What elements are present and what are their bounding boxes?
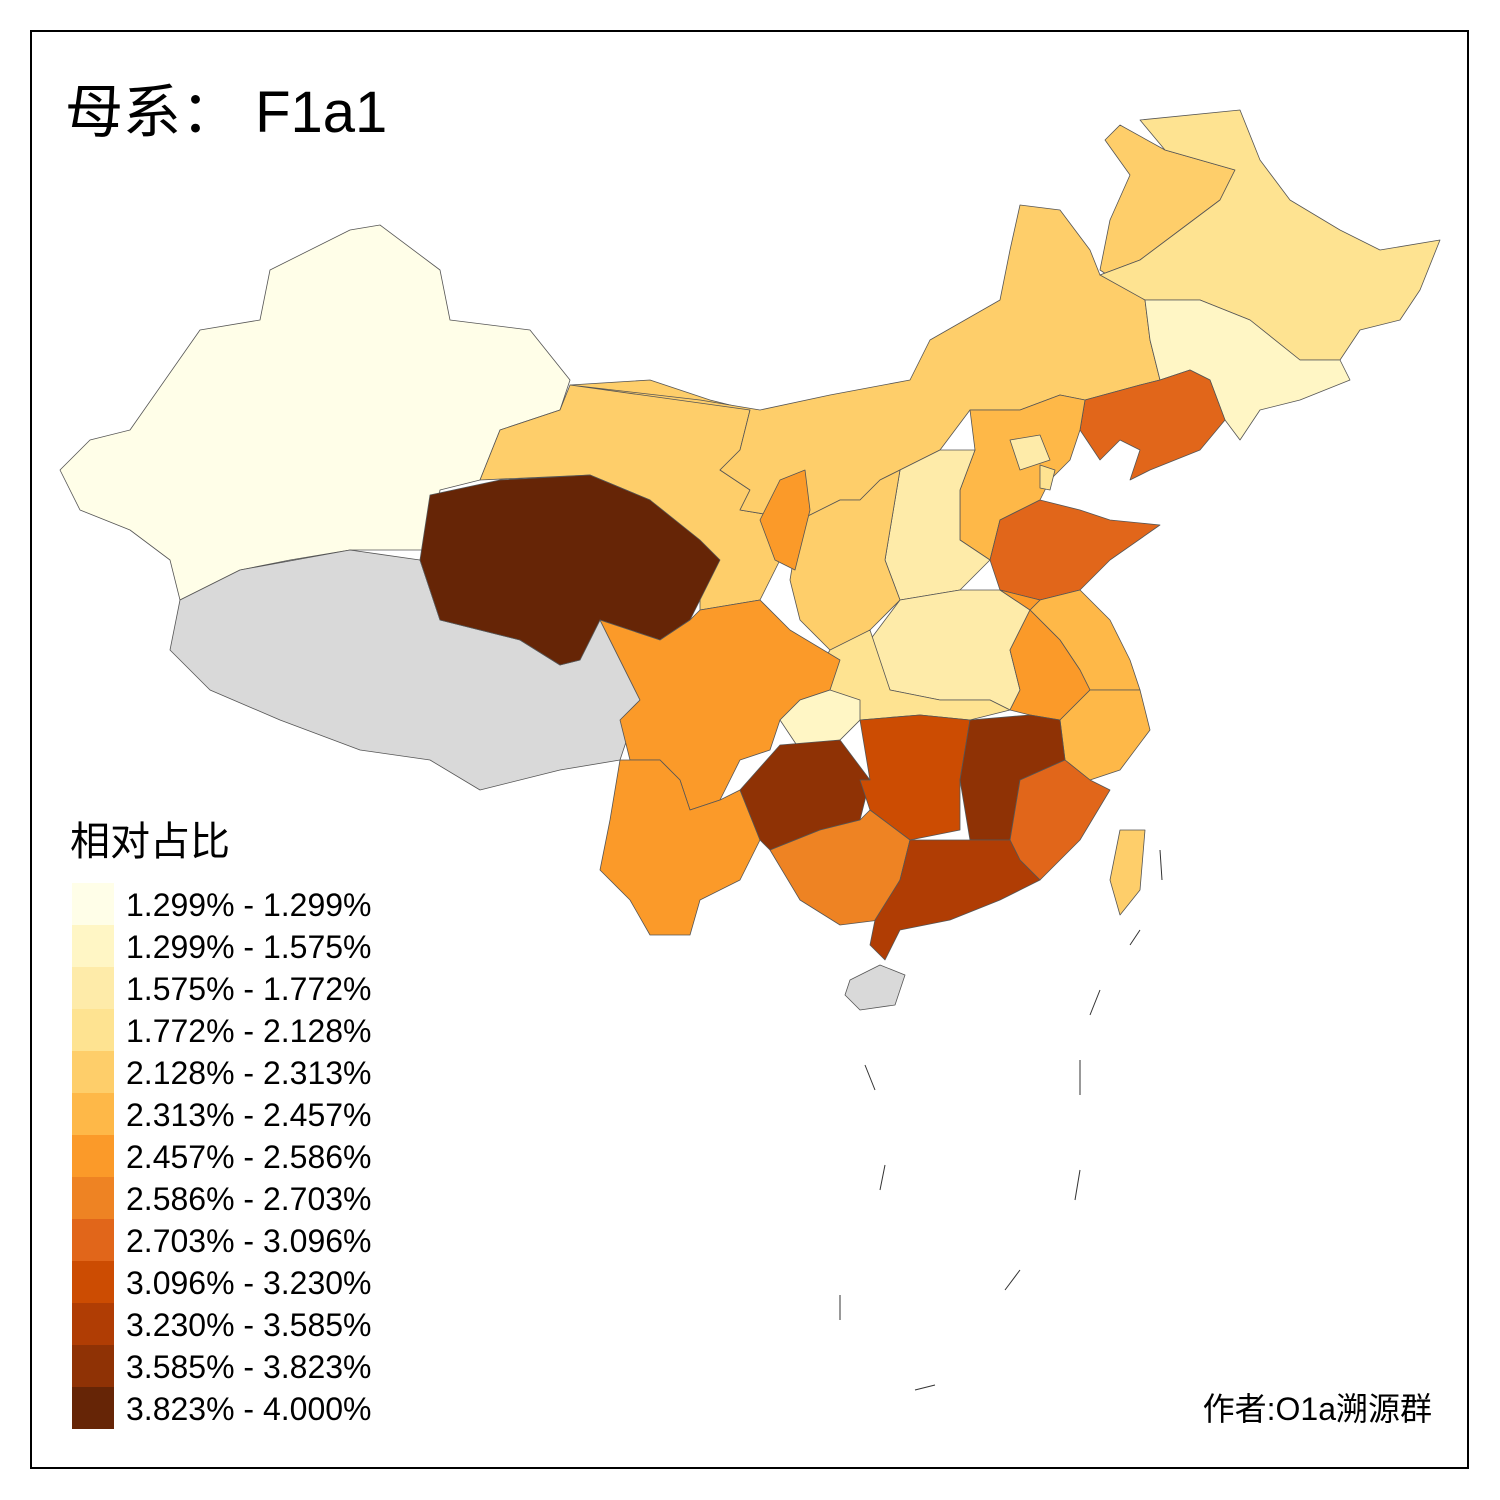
region <box>1109 829 1146 916</box>
legend-swatch <box>72 1093 114 1135</box>
legend-swatch <box>72 1177 114 1219</box>
legend-label: 2.128% - 2.313% <box>126 1055 372 1091</box>
region <box>844 964 906 1011</box>
region <box>989 499 1161 601</box>
region <box>1079 369 1226 481</box>
legend-label: 2.457% - 2.586% <box>126 1139 372 1175</box>
region <box>1009 434 1051 471</box>
region <box>1039 464 1056 491</box>
legend-swatch <box>72 1387 114 1429</box>
legend-swatch <box>72 1219 114 1261</box>
region <box>759 469 811 571</box>
legend-label: 2.313% - 2.457% <box>126 1097 372 1133</box>
legend-swatch <box>72 1051 114 1093</box>
legend-label: 1.299% - 1.575% <box>126 929 372 965</box>
map <box>59 109 1441 1391</box>
legend-swatch <box>72 1261 114 1303</box>
map-title: 母系： F1a1 <box>65 80 387 145</box>
legend-label: 3.096% - 3.230% <box>126 1265 372 1301</box>
legend-label: 2.703% - 3.096% <box>126 1223 372 1259</box>
legend-swatch <box>72 883 114 925</box>
legend-swatch <box>72 1009 114 1051</box>
legend-title: 相对占比 <box>70 820 230 864</box>
legend-swatch <box>72 1135 114 1177</box>
region <box>599 759 761 936</box>
legend-label: 1.575% - 1.772% <box>126 971 372 1007</box>
legend-label: 3.585% - 3.823% <box>126 1349 372 1385</box>
legend-label: 3.230% - 3.585% <box>126 1307 372 1343</box>
legend-swatch <box>72 1345 114 1387</box>
legend-swatch <box>72 1303 114 1345</box>
legend-label: 3.823% - 4.000% <box>126 1391 372 1427</box>
legend-swatch <box>72 925 114 967</box>
legend: 1.299% - 1.299% 1.299% - 1.575% 1.575% - 1… <box>72 883 372 1429</box>
region <box>779 689 861 751</box>
boundary-line <box>839 849 1163 1391</box>
region <box>859 714 971 841</box>
legend-swatch <box>72 967 114 1009</box>
legend-label: 1.299% - 1.299% <box>126 887 372 923</box>
credit: 作者:O1a溯源群 <box>1203 1391 1432 1427</box>
legend-label: 1.772% - 2.128% <box>126 1013 372 1049</box>
region <box>869 839 1041 961</box>
legend-label: 2.586% - 2.703% <box>126 1181 372 1217</box>
